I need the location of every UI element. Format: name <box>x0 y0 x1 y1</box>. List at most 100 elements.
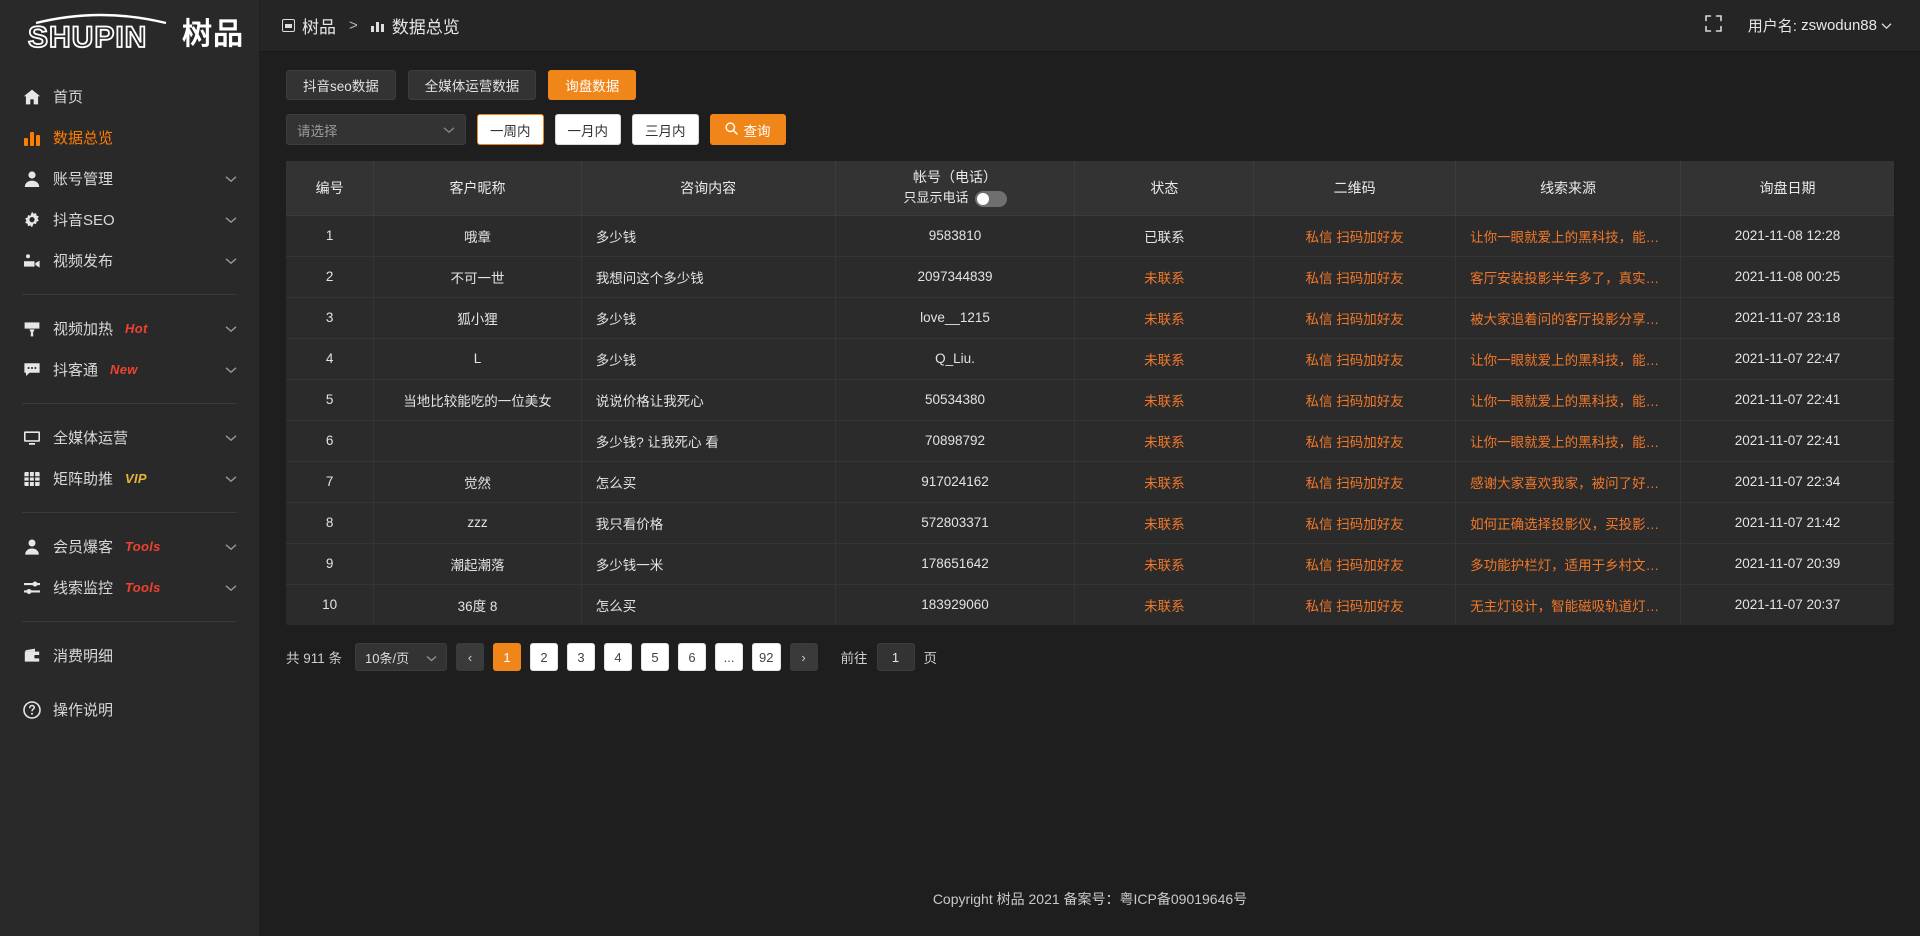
page-button-5[interactable]: 5 <box>641 643 670 671</box>
cell-date: 2021-11-07 22:47 <box>1680 338 1894 380</box>
table-row: 4 L 多少钱 Q_Liu. 未联系 私信 扫码加好友 让你一眼就爱上的黑科技，能… 2021… <box>286 338 1894 380</box>
cell-content: 多少钱? 让我死心 看 <box>581 420 836 462</box>
data-type-tabs: 抖音seo数据 全媒体运营数据 询盘数据 <box>286 70 1894 100</box>
cell-content: 多少钱 <box>581 215 836 257</box>
cell-content: 多少钱 <box>581 297 836 339</box>
sliders-icon <box>22 578 42 598</box>
cell-date: 2021-11-07 20:37 <box>1734 597 1841 613</box>
page-button-3[interactable]: 3 <box>567 643 596 671</box>
cell-source-link[interactable]: 感谢大家喜欢我家，被问了好… <box>1455 461 1682 503</box>
table-row: 9 潮起潮落 多少钱一米 178651642 未联系 私信 扫码加好友 多功能护栏灯，适用于… <box>286 543 1894 585</box>
cell-status: 未联系 <box>1074 543 1255 585</box>
page-size-value: 10条/页 <box>365 650 410 666</box>
date-range-0[interactable]: 一周内 <box>477 114 544 145</box>
breadcrumb: 树品 > 数据总览 <box>282 13 460 38</box>
cell-qrcode-link[interactable]: 私信 扫码加好友 <box>1253 502 1457 544</box>
date-range-2[interactable]: 三月内 <box>632 114 699 145</box>
cell-id: 8 <box>286 502 375 544</box>
sidebar-item-10[interactable]: 线索监控 Tools <box>0 567 259 608</box>
sidebar-item-9[interactable]: 会员爆客 Tools <box>0 526 259 567</box>
cell-status: 未联系 <box>1074 379 1255 421</box>
chevron-down-icon <box>225 170 237 187</box>
table-row: 1 哦章 多少钱 9583810 已联系 私信 扫码加好友 让你一眼就爱上的黑科技，能… 20… <box>286 215 1894 257</box>
next-page-button[interactable]: › <box>789 643 818 671</box>
logo[interactable]: SHUPIN 树品 <box>0 0 259 62</box>
sidebar-item-3[interactable]: 抖音SEO <box>0 199 259 240</box>
phone-only-toggle[interactable] <box>974 190 1007 207</box>
page-button-...[interactable]: ... <box>715 643 744 671</box>
cell-qrcode-link[interactable]: 私信 扫码加好友 <box>1253 297 1457 339</box>
cell-qrcode-link[interactable]: 私信 扫码加好友 <box>1253 584 1457 625</box>
cell-qrcode-link[interactable]: 私信 扫码加好友 <box>1253 461 1457 503</box>
cell-qrcode-link[interactable]: 私信 扫码加好友 <box>1253 379 1457 421</box>
sidebar-item-11[interactable]: 消费明细 <box>0 635 259 676</box>
breadcrumb-item-current[interactable]: 数据总览 <box>370 13 460 38</box>
sidebar-item-4[interactable]: 视频发布 <box>0 240 259 281</box>
page-button-2[interactable]: 2 <box>530 643 559 671</box>
cell-source-link[interactable]: 让你一眼就爱上的黑科技，能… <box>1455 338 1682 380</box>
sidebar-item-1[interactable]: 数据总览 <box>0 117 259 158</box>
date-range-1[interactable]: 一月内 <box>554 114 621 145</box>
cell-content: 我想问这个多少钱 <box>581 256 836 298</box>
cell-source-link[interactable]: 让你一眼就爱上的黑科技，能… <box>1455 215 1682 257</box>
col-source: 线索来源 <box>1455 161 1682 216</box>
app-square-icon <box>282 19 295 32</box>
sidebar-item-5[interactable]: 视频加热 Hot <box>0 308 259 349</box>
cell-id: 4 <box>286 338 375 380</box>
cell-nickname: 狐小狸 <box>373 297 582 339</box>
gear-icon <box>22 210 42 230</box>
prev-page-button[interactable]: ‹ <box>456 643 485 671</box>
cell-qrcode-link[interactable]: 私信 扫码加好友 <box>1253 543 1457 585</box>
page-button-92[interactable]: 92 <box>752 643 781 671</box>
goto-page: 前往 页 <box>841 643 937 671</box>
cell-source-link[interactable]: 被大家追着问的客厅投影分享… <box>1455 297 1682 339</box>
breadcrumb-item-root[interactable]: 树品 <box>282 13 336 38</box>
sidebar-nav: 首页 数据总览 账号管理 抖音SEO 视频发布视频加热 Hot 抖客通 New 全媒体运营 矩阵助… <box>0 62 259 730</box>
chevron-down-icon <box>443 122 455 137</box>
sidebar-item-8[interactable]: 矩阵助推 VIP <box>0 458 259 499</box>
cell-qrcode-link[interactable]: 私信 扫码加好友 <box>1253 420 1457 462</box>
chevron-down-icon <box>225 211 237 228</box>
sidebar-item-badge: Tools <box>125 539 161 554</box>
tab-1[interactable]: 全媒体运营数据 <box>407 70 537 100</box>
page-button-4[interactable]: 4 <box>604 643 633 671</box>
sidebar-spacer <box>0 676 259 689</box>
account-select[interactable]: 请选择 <box>286 114 466 145</box>
sidebar-divider <box>22 512 237 513</box>
cell-id: 2 <box>286 256 375 298</box>
home-icon <box>22 87 42 107</box>
sidebar-item-2[interactable]: 账号管理 <box>0 158 259 199</box>
breadcrumb-current-label: 数据总览 <box>391 18 460 37</box>
search-button[interactable]: 查询 <box>709 114 786 145</box>
goto-page-input[interactable] <box>876 643 915 671</box>
cell-qrcode-link[interactable]: 私信 扫码加好友 <box>1253 338 1457 380</box>
cell-qrcode-link[interactable]: 私信 扫码加好友 <box>1253 215 1457 257</box>
cell-source-link[interactable]: 多功能护栏灯，适用于乡村文… <box>1455 543 1682 585</box>
page-size-select[interactable]: 10条/页 <box>355 643 448 671</box>
sidebar-divider <box>22 621 237 622</box>
chart-bar-icon <box>370 19 385 32</box>
fullscreen-icon[interactable] <box>1704 14 1722 37</box>
logo-mark-icon: SHUPIN <box>27 13 167 51</box>
monitor-icon <box>22 428 42 448</box>
cell-source-link[interactable]: 无主灯设计，智能磁吸轨道灯… <box>1455 584 1682 625</box>
cell-status: 已联系 <box>1074 215 1255 257</box>
cell-source-link[interactable]: 让你一眼就爱上的黑科技，能… <box>1455 420 1682 462</box>
cell-source-link[interactable]: 让你一眼就爱上的黑科技，能… <box>1455 379 1682 421</box>
sidebar-item-7[interactable]: 全媒体运营 <box>0 417 259 458</box>
sidebar-item-label: 会员爆客 <box>53 539 114 556</box>
sidebar-item-12[interactable]: 操作说明 <box>0 689 259 730</box>
tab-2[interactable]: 询盘数据 <box>548 70 637 100</box>
cell-qrcode-link[interactable]: 私信 扫码加好友 <box>1253 256 1457 298</box>
sidebar-item-0[interactable]: 首页 <box>0 76 259 117</box>
page-button-6[interactable]: 6 <box>678 643 707 671</box>
chat-icon <box>22 360 42 380</box>
cell-source-link[interactable]: 如何正确选择投影仪，买投影… <box>1455 502 1682 544</box>
tab-0[interactable]: 抖音seo数据 <box>286 70 396 100</box>
cell-source-link[interactable]: 客厅安装投影半年多了，真实… <box>1455 256 1682 298</box>
sidebar-item-6[interactable]: 抖客通 New <box>0 349 259 390</box>
page-button-1[interactable]: 1 <box>493 643 522 671</box>
user-menu[interactable]: 用户名: zswodun88 <box>1748 15 1892 36</box>
content-area: 抖音seo数据 全媒体运营数据 询盘数据 请选择 一周内 一月内 三月内 查询 <box>260 52 1920 862</box>
